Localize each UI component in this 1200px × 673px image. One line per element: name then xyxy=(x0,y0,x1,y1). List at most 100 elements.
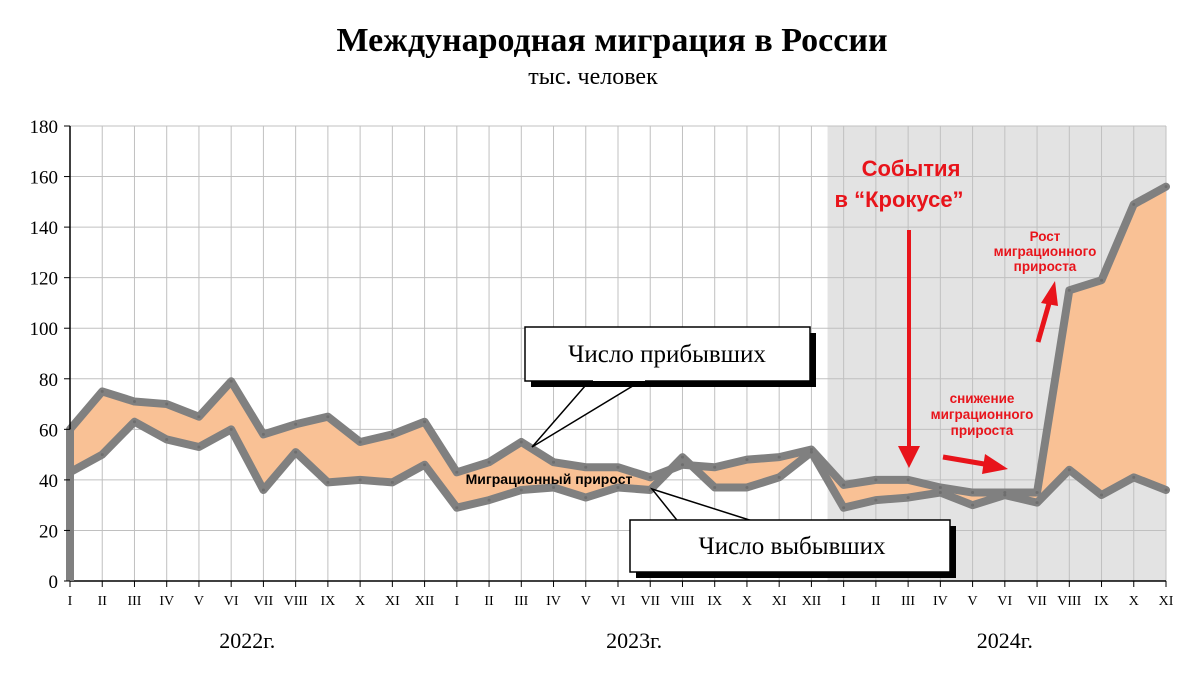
x-tick-label-5: VI xyxy=(224,594,239,609)
point-departures-8 xyxy=(326,480,330,484)
x-tick-label-10: XI xyxy=(385,594,400,609)
annotation-growth: Рост миграционного прироста xyxy=(994,229,1096,343)
annotation-growth-arrow-line xyxy=(1035,299,1053,343)
callout-departures: Число выбывших xyxy=(629,487,956,578)
point-departures-19 xyxy=(680,455,684,459)
callout-arrivals-shadow-bottom xyxy=(531,381,816,387)
point-arrivals-8 xyxy=(326,415,330,419)
x-tick-label-0: I xyxy=(68,594,73,609)
point-departures-22 xyxy=(777,475,781,479)
annotation-growth-arrow-head xyxy=(1041,281,1058,306)
annotation-decrease-line2: миграционного xyxy=(931,407,1034,422)
x-tick-label-14: III xyxy=(514,594,528,609)
x-tick-label-24: I xyxy=(841,594,846,609)
x-tick-label-17: VI xyxy=(611,594,626,609)
point-arrivals-4 xyxy=(197,415,201,419)
point-arrivals-29 xyxy=(1003,491,1007,495)
point-arrivals-34 xyxy=(1164,185,1168,189)
x-tick-label-20: IX xyxy=(707,594,722,609)
x-tick-label-11: XII xyxy=(415,594,435,609)
point-arrivals-16 xyxy=(584,465,588,469)
x-tick-label-34: XI xyxy=(1159,594,1174,609)
x-tick-label-18: VII xyxy=(641,594,661,609)
point-departures-15 xyxy=(552,485,556,489)
x-tick-label-3: IV xyxy=(159,594,174,609)
y-tick-label-20: 20 xyxy=(39,521,58,542)
chart-subtitle: тыс. человек xyxy=(528,64,658,90)
point-departures-12 xyxy=(455,506,459,510)
y-tick-label-160: 160 xyxy=(30,168,59,189)
point-arrivals-24 xyxy=(842,483,846,487)
x-tick-label-16: V xyxy=(581,594,591,609)
point-departures-11 xyxy=(423,463,427,467)
point-departures-20 xyxy=(713,485,717,489)
point-departures-2 xyxy=(132,420,136,424)
x-tick-label-30: VII xyxy=(1027,594,1047,609)
year-label-2: 2024г. xyxy=(977,628,1033,653)
point-arrivals-28 xyxy=(971,491,975,495)
data-points xyxy=(68,185,1168,510)
point-departures-24 xyxy=(842,506,846,510)
point-arrivals-5 xyxy=(229,379,233,383)
annotation-crocus-line2: в “Крокусе” xyxy=(834,187,963,212)
point-arrivals-15 xyxy=(552,460,556,464)
y-tick-label-80: 80 xyxy=(39,370,58,391)
point-arrivals-2 xyxy=(132,400,136,404)
point-arrivals-18 xyxy=(648,475,652,479)
year-label-1: 2023г. xyxy=(606,628,662,653)
point-arrivals-11 xyxy=(423,420,427,424)
x-tick-label-2: III xyxy=(127,594,141,609)
callout-arrivals-pointer xyxy=(531,377,649,448)
point-departures-1 xyxy=(100,453,104,457)
x-tick-label-28: V xyxy=(968,594,978,609)
x-tick-label-25: II xyxy=(871,594,881,609)
x-tick-label-7: VIII xyxy=(284,594,308,609)
point-arrivals-17 xyxy=(616,465,620,469)
y-tick-label-140: 140 xyxy=(30,218,59,239)
point-arrivals-32 xyxy=(1100,278,1104,282)
point-departures-29 xyxy=(1003,493,1007,497)
point-arrivals-33 xyxy=(1132,202,1136,206)
point-departures-32 xyxy=(1100,493,1104,497)
point-departures-9 xyxy=(358,478,362,482)
y-tick-label-180: 180 xyxy=(30,117,59,138)
x-axis-ticks: I II III IV V VI VII VIII IX X XI XII I II III IV V VI VII… xyxy=(68,581,1174,609)
x-tick-label-26: III xyxy=(901,594,915,609)
x-tick-label-4: V xyxy=(194,594,204,609)
point-arrivals-10 xyxy=(390,432,394,436)
point-arrivals-13 xyxy=(487,460,491,464)
point-departures-17 xyxy=(616,485,620,489)
point-arrivals-22 xyxy=(777,455,781,459)
callout-arrivals-shadow xyxy=(810,333,816,387)
point-departures-14 xyxy=(519,488,523,492)
annotation-decrease-arrow-line xyxy=(942,454,991,468)
point-departures-16 xyxy=(584,496,588,500)
x-tick-label-23: XII xyxy=(802,594,822,609)
point-arrivals-25 xyxy=(874,478,878,482)
x-tick-label-29: VI xyxy=(997,594,1012,609)
callout-departures-shadow-bottom xyxy=(636,572,956,578)
x-tick-label-9: X xyxy=(355,594,365,609)
point-departures-10 xyxy=(390,480,394,484)
point-departures-21 xyxy=(745,485,749,489)
point-arrivals-3 xyxy=(165,402,169,406)
x-tick-label-33: X xyxy=(1129,594,1139,609)
annotation-decrease-line3: прироста xyxy=(951,423,1014,438)
y-axis-ticks: 0 20 40 60 80 100 120 140 160 180 xyxy=(30,117,70,593)
x-tick-label-19: VIII xyxy=(670,594,694,609)
annotation-decrease-arrow-head xyxy=(982,454,1008,474)
point-arrivals-1 xyxy=(100,389,104,393)
point-departures-4 xyxy=(197,445,201,449)
point-arrivals-9 xyxy=(358,440,362,444)
x-tick-label-1: II xyxy=(98,594,108,609)
point-arrivals-27 xyxy=(938,485,942,489)
point-arrivals-23 xyxy=(809,448,813,452)
callout-departures-box xyxy=(629,519,951,573)
annotation-growth-line1: Рост xyxy=(1030,229,1061,244)
migration-growth-area xyxy=(70,186,1166,508)
annotation-growth-line3: прироста xyxy=(1014,259,1077,274)
point-arrivals-21 xyxy=(745,458,749,462)
point-departures-18 xyxy=(648,488,652,492)
callout-arrivals-joint xyxy=(593,376,645,381)
